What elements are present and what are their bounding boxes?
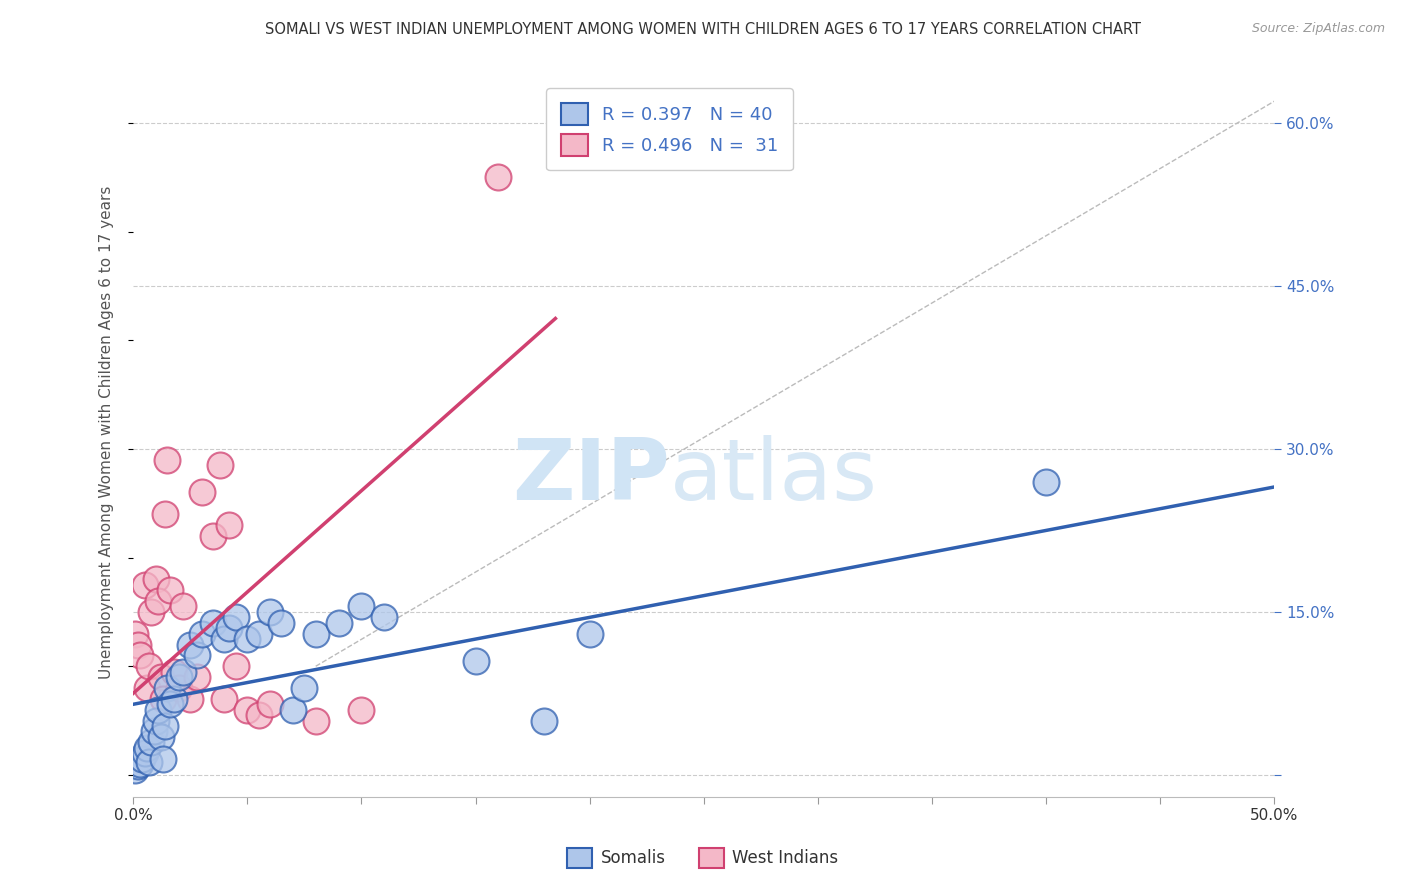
Point — [259, 605, 281, 619]
Point — [186, 670, 208, 684]
Point — [135, 740, 157, 755]
Point — [149, 670, 172, 684]
Point — [152, 751, 174, 765]
Point — [172, 665, 194, 679]
Text: Source: ZipAtlas.com: Source: ZipAtlas.com — [1251, 22, 1385, 36]
Point — [167, 670, 190, 684]
Point — [214, 632, 236, 646]
Point — [578, 626, 600, 640]
Point — [218, 518, 240, 533]
Point — [305, 626, 328, 640]
Point — [214, 691, 236, 706]
Point — [201, 529, 224, 543]
Point — [167, 681, 190, 695]
Point — [179, 691, 201, 706]
Point — [138, 659, 160, 673]
Point — [270, 615, 292, 630]
Point — [135, 681, 157, 695]
Point — [134, 746, 156, 760]
Point — [152, 691, 174, 706]
Point — [179, 638, 201, 652]
Point — [281, 703, 304, 717]
Point — [159, 583, 181, 598]
Point — [292, 681, 315, 695]
Point — [145, 714, 167, 728]
Point — [201, 615, 224, 630]
Point — [141, 735, 163, 749]
Point — [350, 703, 373, 717]
Point — [134, 578, 156, 592]
Point — [129, 648, 152, 663]
Point — [149, 730, 172, 744]
Point — [129, 757, 152, 772]
Point — [225, 659, 247, 673]
Legend: R = 0.397   N = 40, R = 0.496   N =  31: R = 0.397 N = 40, R = 0.496 N = 31 — [546, 88, 793, 170]
Point — [124, 626, 146, 640]
Point — [208, 458, 231, 473]
Point — [236, 632, 259, 646]
Point — [145, 572, 167, 586]
Point — [305, 714, 328, 728]
Point — [172, 599, 194, 614]
Text: ZIP: ZIP — [512, 434, 669, 517]
Legend: Somalis, West Indians: Somalis, West Indians — [561, 841, 845, 875]
Point — [186, 648, 208, 663]
Point — [127, 759, 149, 773]
Point — [190, 626, 212, 640]
Point — [138, 755, 160, 769]
Point — [464, 654, 486, 668]
Point — [124, 763, 146, 777]
Point — [159, 698, 181, 712]
Point — [153, 719, 176, 733]
Point — [328, 615, 350, 630]
Point — [350, 599, 373, 614]
Point — [142, 724, 165, 739]
Point — [153, 507, 176, 521]
Point — [163, 665, 186, 679]
Point — [127, 638, 149, 652]
Point — [533, 714, 555, 728]
Point — [247, 626, 270, 640]
Point — [218, 621, 240, 635]
Point — [163, 691, 186, 706]
Text: atlas: atlas — [669, 434, 877, 517]
Point — [148, 594, 170, 608]
Point — [236, 703, 259, 717]
Point — [156, 452, 179, 467]
Point — [190, 485, 212, 500]
Point — [141, 605, 163, 619]
Y-axis label: Unemployment Among Women with Children Ages 6 to 17 years: Unemployment Among Women with Children A… — [100, 186, 114, 680]
Point — [373, 610, 395, 624]
Point — [486, 170, 509, 185]
Point — [247, 708, 270, 723]
Point — [1035, 475, 1057, 489]
Point — [131, 751, 153, 765]
Point — [225, 610, 247, 624]
Point — [259, 698, 281, 712]
Point — [148, 703, 170, 717]
Point — [156, 681, 179, 695]
Text: SOMALI VS WEST INDIAN UNEMPLOYMENT AMONG WOMEN WITH CHILDREN AGES 6 TO 17 YEARS : SOMALI VS WEST INDIAN UNEMPLOYMENT AMONG… — [264, 22, 1142, 37]
